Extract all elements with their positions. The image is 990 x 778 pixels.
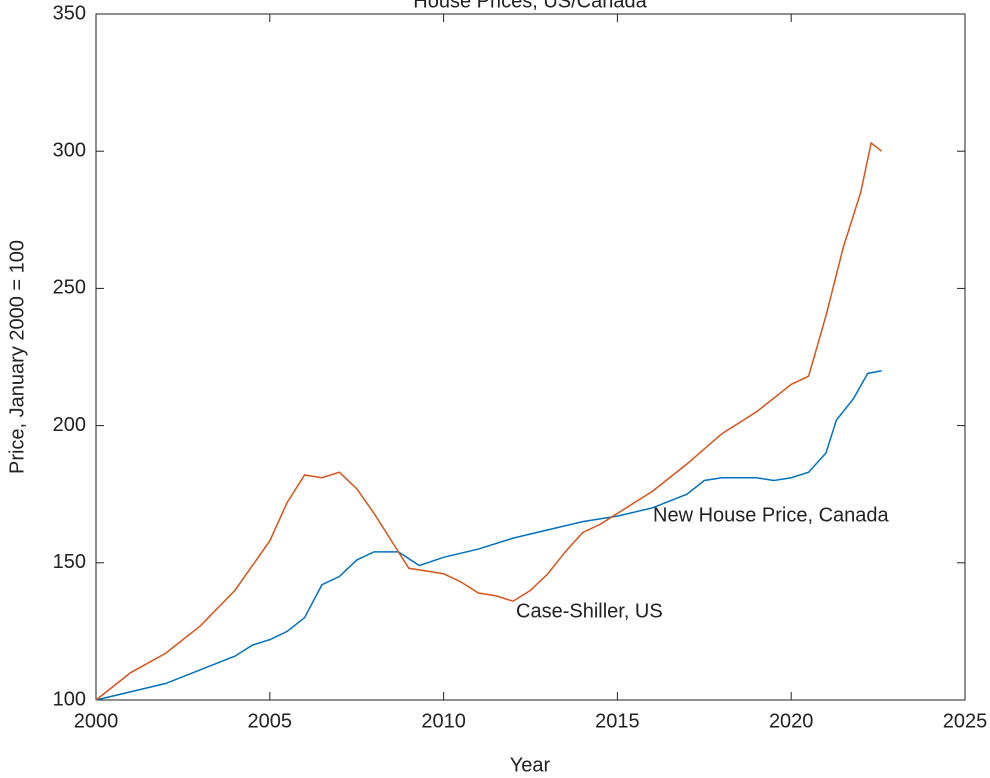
y-tick-label: 150 bbox=[53, 551, 86, 573]
y-tick-label: 350 bbox=[53, 2, 86, 24]
annotation: Case-Shiller, US bbox=[516, 600, 663, 622]
y-tick-label: 300 bbox=[53, 139, 86, 161]
x-tick-label: 2000 bbox=[74, 710, 119, 732]
x-tick-label: 2020 bbox=[769, 710, 814, 732]
x-tick-label: 2015 bbox=[595, 710, 640, 732]
series-line bbox=[95, 369, 882, 701]
plot-frame bbox=[95, 13, 966, 701]
annotation: New House Price, Canada bbox=[653, 504, 890, 526]
x-axis-label: Year bbox=[510, 754, 551, 776]
y-tick-label: 200 bbox=[53, 414, 86, 436]
series-line bbox=[95, 141, 883, 701]
chart-title: House Prices, US/Canada bbox=[413, 0, 647, 12]
x-tick-label: 2010 bbox=[421, 710, 466, 732]
y-tick-label: 250 bbox=[53, 277, 86, 299]
y-axis-label: Price, January 2000 = 100 bbox=[6, 240, 28, 474]
y-tick-label: 100 bbox=[53, 688, 86, 710]
x-tick-label: 2005 bbox=[248, 710, 293, 732]
x-tick-label: 2025 bbox=[943, 710, 988, 732]
